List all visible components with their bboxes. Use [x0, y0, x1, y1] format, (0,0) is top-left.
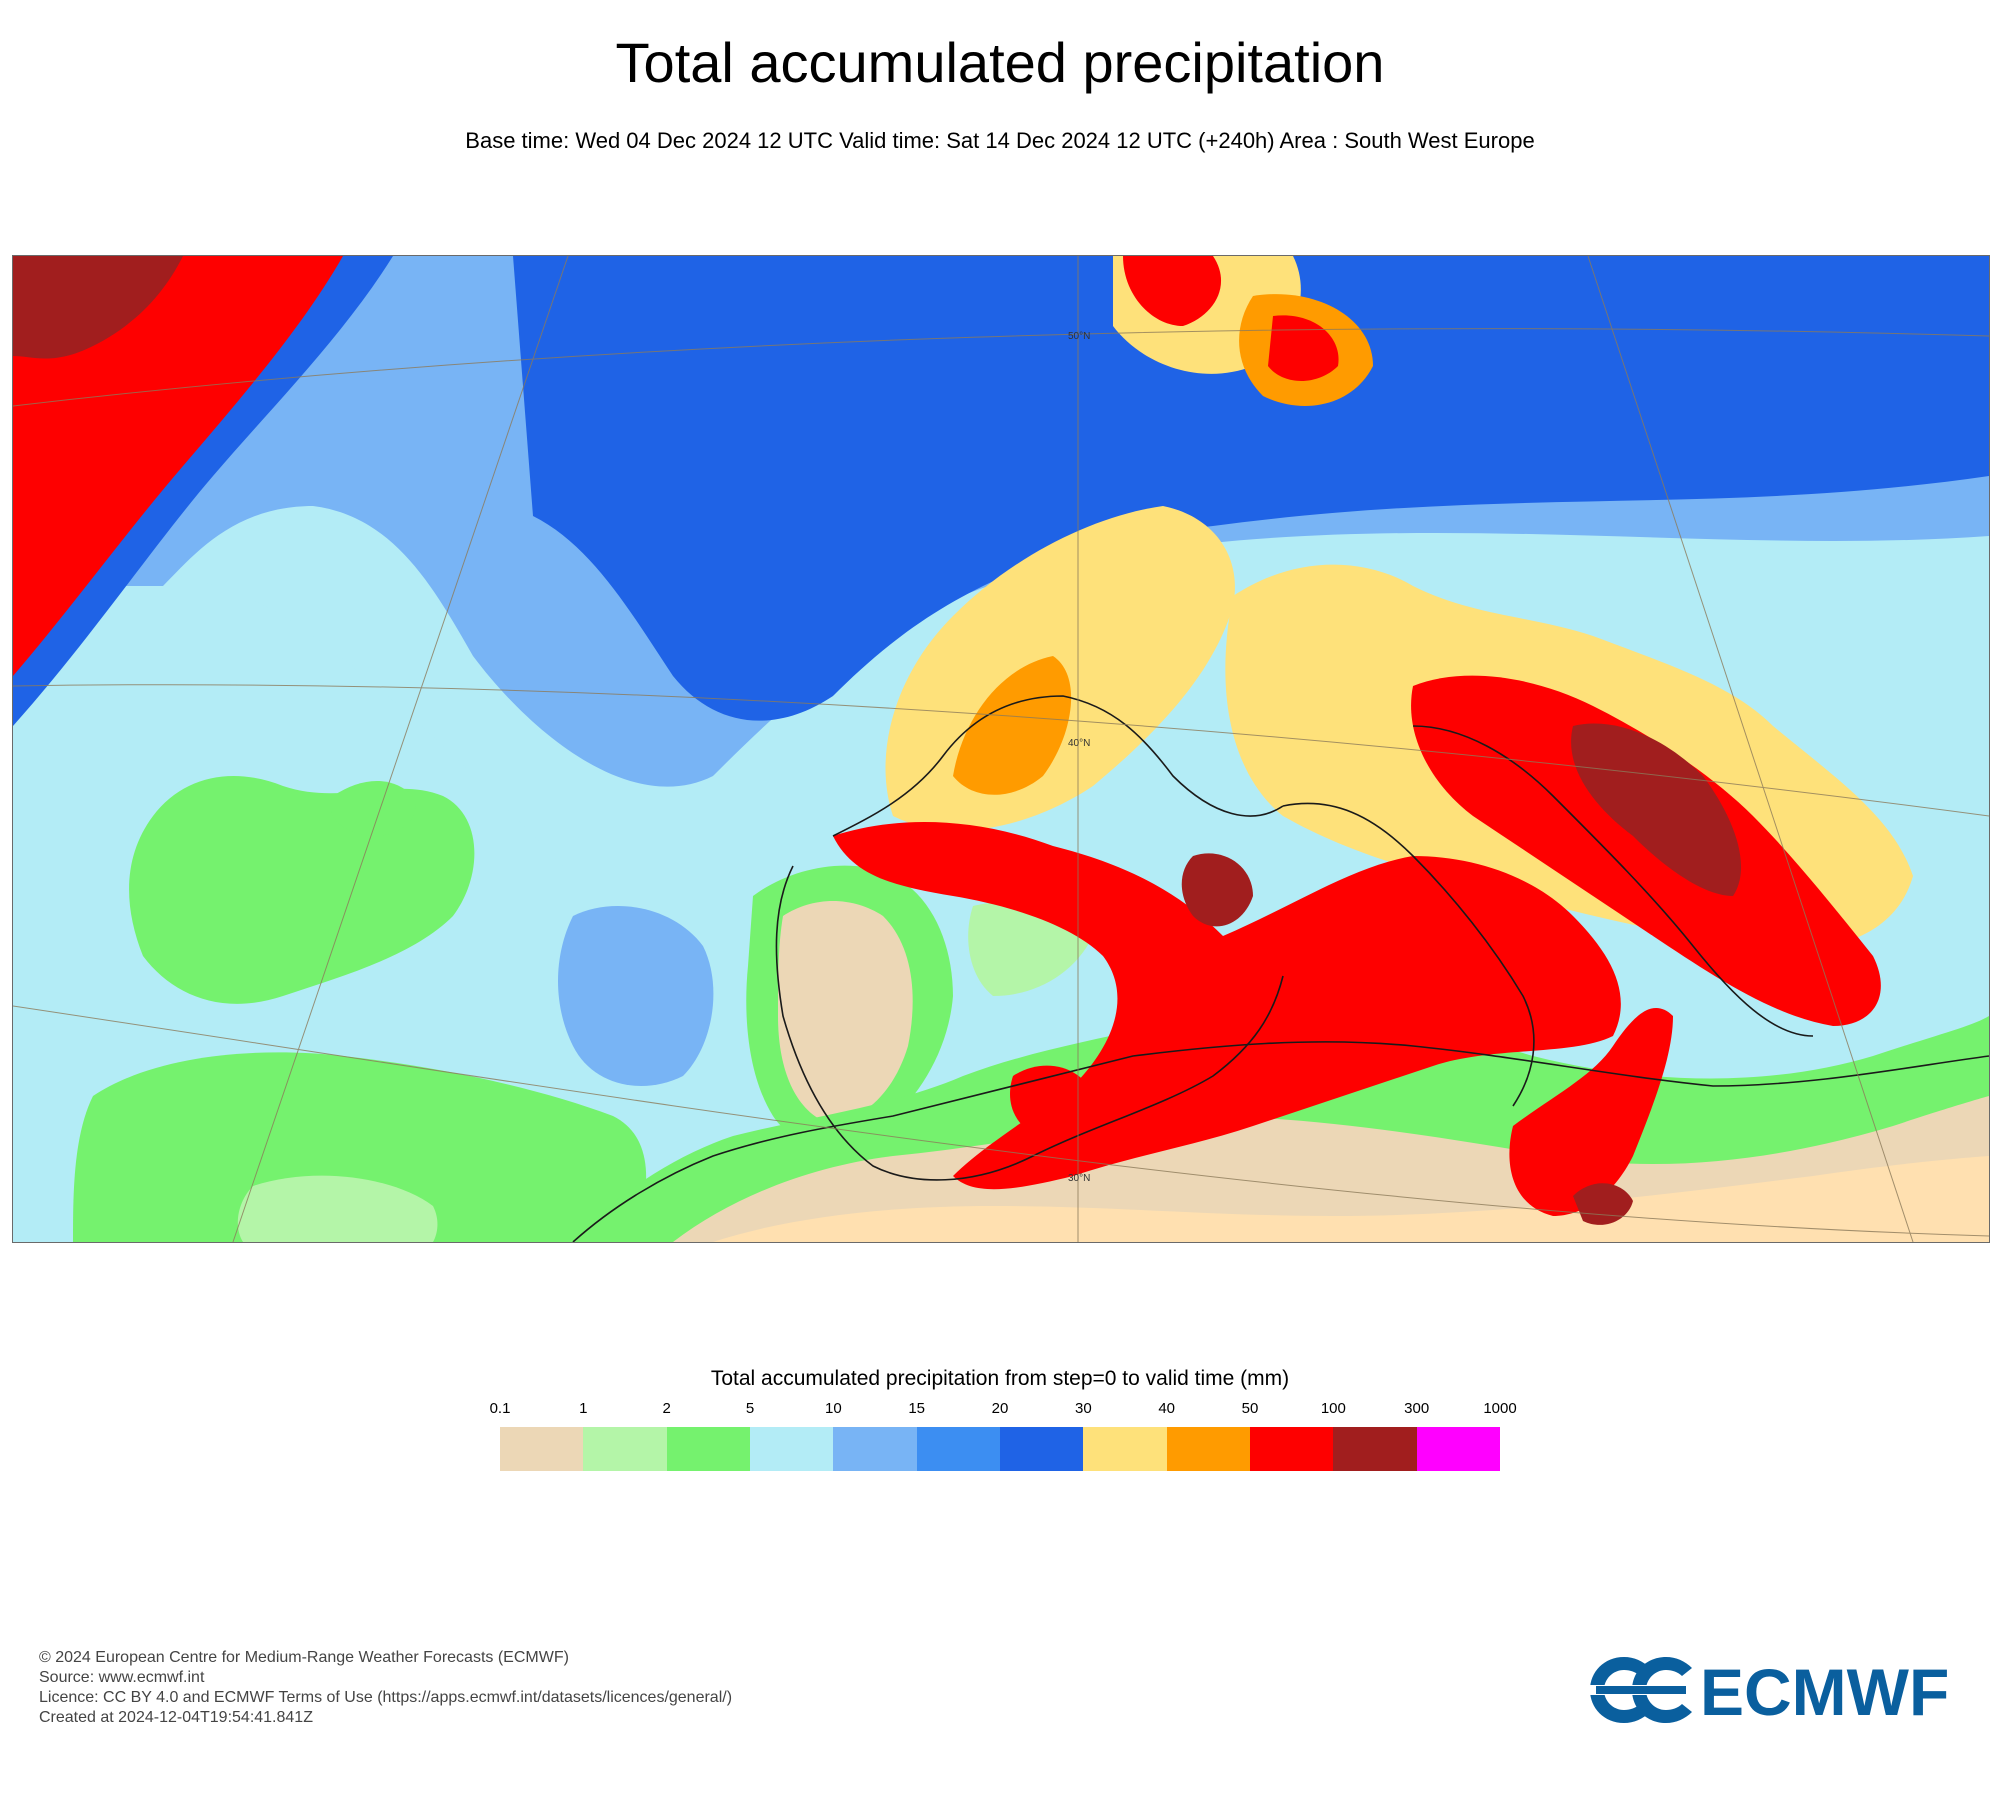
- lat-label-50: 50°N: [1068, 331, 1090, 342]
- licence-text: Licence: CC BY 4.0 and ECMWF Terms of Us…: [39, 1689, 733, 1706]
- legend-tick-label: 15: [908, 1400, 925, 1417]
- legend-swatch: [1000, 1427, 1084, 1471]
- color-legend: 0.1 1 2 5 10 15 20 30 40 50 100 300 1000: [490, 1400, 1517, 1471]
- graticule: [13, 256, 1989, 1242]
- zone-adriatic-100-300mm: [1571, 723, 1742, 896]
- created-text: Created at 2024-12-04T19:54:41.841Z: [39, 1709, 313, 1726]
- legend-swatch: [500, 1427, 584, 1471]
- zone-atlantic-south-2-5mm: [73, 1052, 647, 1242]
- copyright-text: © 2024 European Centre for Medium-Range …: [39, 1649, 569, 1666]
- legend-title: Total accumulated precipitation from ste…: [710, 1367, 1290, 1390]
- zone-north-50-100mm: [1123, 256, 1222, 326]
- lat-label-40: 40°N: [1068, 738, 1090, 749]
- zone-med-50-100mm: [833, 822, 1621, 1190]
- zone-midatlantic-10-15mm: [558, 906, 714, 1086]
- legend-swatch: [1416, 1427, 1500, 1471]
- map-canvas: 50°N 40°N 30°N: [13, 256, 1989, 1242]
- zone-tunisia-50-100mm: [1509, 1007, 1673, 1216]
- zone-france-40-50mm: [953, 656, 1072, 795]
- zone-tunisia-100-300mm: [1573, 1183, 1633, 1225]
- zone-atlantic-south-1-2mm: [237, 1175, 438, 1242]
- lat-label-30: 30°N: [1068, 1173, 1090, 1184]
- legend-tick-label: 1000: [1483, 1400, 1517, 1417]
- legend-tick-label: 0.1: [489, 1400, 511, 1417]
- source-text: Source: www.ecmwf.int: [39, 1669, 205, 1686]
- legend-swatch: [916, 1427, 1000, 1471]
- legend-swatch: [583, 1427, 667, 1471]
- page-title: Total accumulated precipitation: [615, 31, 1385, 94]
- legend-tick-label: 30: [1074, 1400, 1092, 1417]
- zone-west-50-100mm: [13, 256, 343, 676]
- legend-tick-label: 2: [662, 1400, 671, 1417]
- legend-tick-label: 300: [1404, 1400, 1430, 1417]
- legend-tick-label: 50: [1241, 1400, 1259, 1417]
- legend-swatch: [1250, 1427, 1334, 1471]
- ecmwf-logo: ECMWF: [1588, 1655, 1949, 1725]
- legend-swatch: [666, 1427, 750, 1471]
- zone-iberia-0.1-1mm: [778, 901, 913, 1122]
- zone-adriatic-50-100mm: [1411, 675, 1881, 1026]
- logo-text: ECMWF: [1700, 1655, 1949, 1725]
- legend-tick-label: 5: [745, 1400, 755, 1417]
- legend-swatch: [1333, 1427, 1417, 1471]
- precipitation-map[interactable]: 50°N 40°N 30°N: [12, 255, 1990, 1243]
- zone-med-100-300mm: [1181, 853, 1253, 927]
- legend-swatch: [1166, 1427, 1250, 1471]
- zone-north-50-100mm-b: [1268, 315, 1339, 381]
- legend-swatch: [833, 1427, 917, 1471]
- zone-atlantic-2-5mm-b: [330, 781, 416, 836]
- forecast-subtitle: Base time: Wed 04 Dec 2024 12 UTC Valid …: [465, 128, 1535, 153]
- legend-tick-label: 100: [1320, 1400, 1346, 1417]
- legend-tick-label: 20: [991, 1400, 1009, 1417]
- legend-tick-label: 1: [579, 1400, 588, 1417]
- legend-swatch: [750, 1427, 834, 1471]
- zone-20-30mm: [513, 256, 1989, 721]
- legend-tick-label: 40: [1158, 1400, 1175, 1417]
- legend-tick-label: 10: [824, 1400, 842, 1417]
- zone-africa-dry: [713, 1156, 1989, 1242]
- zone-west-100-300mm: [13, 256, 183, 359]
- legend-swatch: [1083, 1427, 1167, 1471]
- footer: © 2024 European Centre for Medium-Range …: [39, 1648, 732, 1728]
- coastlines: [572, 695, 1989, 1242]
